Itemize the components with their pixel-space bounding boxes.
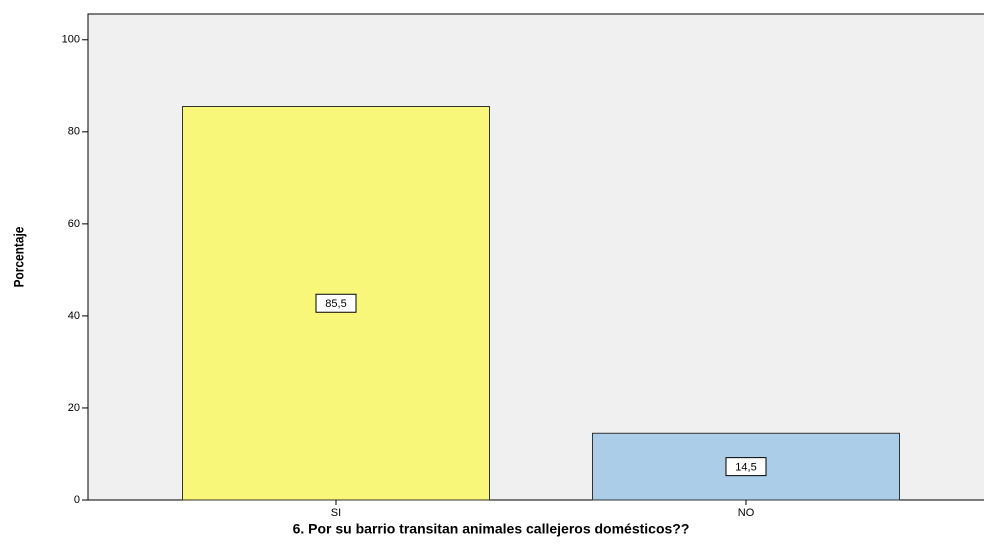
y-tick-label: 40 <box>68 310 80 322</box>
value-label-box <box>315 293 357 313</box>
x-tick-label: SI <box>331 507 341 519</box>
x-axis-title: 6. Por su barrio transitan animales call… <box>293 521 690 537</box>
y-tick-label: 60 <box>68 218 80 230</box>
y-tick-label: 100 <box>62 34 80 46</box>
y-tick-label: 80 <box>68 126 80 138</box>
value-label: 85,5 <box>325 298 346 310</box>
value-label: 14,5 <box>735 462 756 474</box>
y-tick-label: 0 <box>74 494 80 506</box>
y-axis-title: Porcentaje <box>11 227 27 288</box>
value-label-box <box>725 457 767 477</box>
x-tick-label: NO <box>738 507 755 519</box>
y-tick-label: 20 <box>68 402 80 414</box>
